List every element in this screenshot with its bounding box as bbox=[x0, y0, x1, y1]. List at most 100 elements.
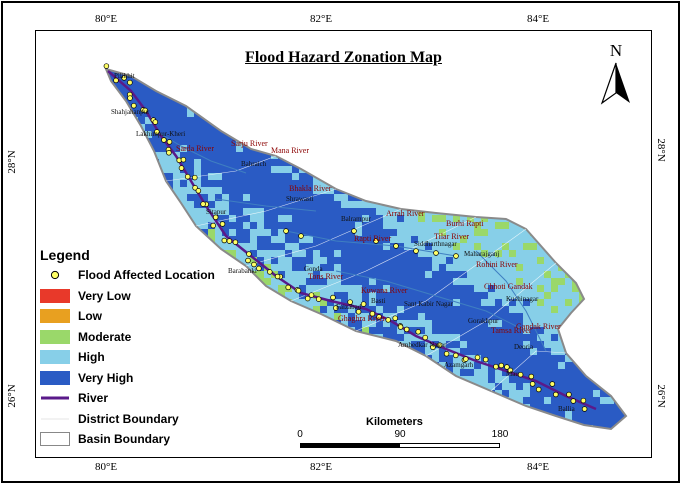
hazard-cell bbox=[313, 362, 320, 369]
hazard-cell bbox=[565, 89, 572, 96]
hazard-cell bbox=[306, 201, 313, 208]
flood-point bbox=[493, 363, 499, 370]
hazard-cell bbox=[138, 201, 145, 208]
hazard-cell bbox=[383, 285, 390, 292]
hazard-cell bbox=[502, 404, 509, 411]
hazard-cell bbox=[544, 299, 551, 306]
hazard-cell bbox=[635, 243, 642, 250]
hazard-cell bbox=[229, 236, 236, 243]
hazard-cell bbox=[278, 124, 285, 131]
hazard-cell bbox=[516, 124, 523, 131]
hazard-cell bbox=[187, 208, 194, 215]
hazard-cell bbox=[439, 383, 446, 390]
hazard-cell bbox=[257, 418, 264, 425]
hazard-cell bbox=[313, 264, 320, 271]
river-label: Bhakla River bbox=[289, 184, 332, 193]
hazard-cell bbox=[579, 124, 586, 131]
hazard-cell bbox=[453, 159, 460, 166]
hazard-cell bbox=[635, 187, 642, 194]
hazard-cell bbox=[257, 236, 264, 243]
legend-label: Flood Affected Location bbox=[78, 268, 215, 283]
hazard-cell bbox=[530, 110, 537, 117]
hazard-cell bbox=[215, 194, 222, 201]
hazard-cell bbox=[593, 180, 600, 187]
hazard-cell bbox=[355, 96, 362, 103]
hazard-cell bbox=[621, 383, 626, 390]
hazard-cell bbox=[411, 397, 418, 404]
hazard-cell bbox=[432, 278, 439, 285]
hazard-cell bbox=[418, 278, 425, 285]
hazard-cell bbox=[313, 418, 320, 425]
hazard-cell bbox=[250, 243, 257, 250]
hazard-cell bbox=[621, 138, 626, 145]
hazard-cell bbox=[474, 75, 481, 82]
flood-point bbox=[200, 201, 206, 207]
flood-point bbox=[347, 299, 353, 305]
hazard-cell bbox=[194, 166, 201, 173]
hazard-cell bbox=[544, 257, 551, 264]
hazard-cell bbox=[495, 411, 502, 418]
hazard-cell bbox=[376, 110, 383, 117]
hazard-cell bbox=[530, 243, 537, 250]
hazard-cell bbox=[264, 89, 271, 96]
hazard-cell bbox=[432, 180, 439, 187]
hazard-cell bbox=[481, 264, 488, 271]
hazard-cell bbox=[439, 411, 446, 418]
hazard-cell bbox=[264, 425, 271, 429]
hazard-cell bbox=[299, 418, 306, 425]
flood-point bbox=[154, 129, 160, 135]
hazard-cell bbox=[628, 348, 635, 355]
hazard-cell bbox=[327, 404, 334, 411]
hazard-cell bbox=[418, 194, 425, 201]
hazard-cell bbox=[397, 187, 404, 194]
hazard-cell bbox=[474, 117, 481, 124]
hazard-cell bbox=[264, 69, 271, 75]
hazard-cell bbox=[166, 173, 173, 180]
hazard-cell bbox=[439, 264, 446, 271]
hazard-cell bbox=[467, 89, 474, 96]
hazard-cell bbox=[348, 194, 355, 201]
hazard-cell bbox=[516, 313, 523, 320]
place-label: Bahraich bbox=[241, 160, 267, 168]
hazard-cell bbox=[229, 124, 236, 131]
hazard-cell bbox=[586, 327, 593, 334]
hazard-cell bbox=[215, 69, 222, 75]
hazard-cell bbox=[383, 313, 390, 320]
hazard-cell bbox=[418, 257, 425, 264]
hazard-cell bbox=[285, 138, 292, 145]
hazard-cell bbox=[516, 117, 523, 124]
hazard-cell bbox=[432, 229, 439, 236]
hazard-cell bbox=[467, 369, 474, 376]
hazard-cell bbox=[572, 194, 579, 201]
hazard-cell bbox=[320, 341, 327, 348]
hazard-cell bbox=[488, 285, 495, 292]
hazard-cell bbox=[523, 355, 530, 362]
hazard-cell bbox=[222, 243, 229, 250]
hazard-cell bbox=[558, 425, 565, 429]
hazard-cell bbox=[348, 341, 355, 348]
hazard-cell bbox=[257, 222, 264, 229]
hazard-cell bbox=[257, 180, 264, 187]
hazard-cell bbox=[173, 201, 180, 208]
hazard-cell bbox=[523, 397, 530, 404]
hazard-cell bbox=[243, 166, 250, 173]
hazard-cell bbox=[481, 201, 488, 208]
hazard-cell bbox=[292, 383, 299, 390]
hazard-cell bbox=[131, 215, 138, 222]
flood-point bbox=[152, 119, 159, 125]
hazard-cell bbox=[215, 187, 222, 194]
hazard-cell bbox=[628, 145, 635, 152]
hazard-cell bbox=[250, 383, 257, 390]
hazard-cell bbox=[383, 257, 390, 264]
hazard-cell bbox=[271, 75, 278, 82]
hazard-cell bbox=[481, 152, 488, 159]
hazard-cell bbox=[292, 138, 299, 145]
hazard-cell bbox=[285, 383, 292, 390]
hazard-cell bbox=[474, 208, 481, 215]
hazard-cell bbox=[264, 152, 271, 159]
hazard-cell bbox=[397, 285, 404, 292]
hazard-cell bbox=[488, 75, 495, 82]
tributary-line bbox=[215, 198, 317, 212]
hazard-cell bbox=[173, 75, 180, 82]
hazard-cell bbox=[292, 117, 299, 124]
